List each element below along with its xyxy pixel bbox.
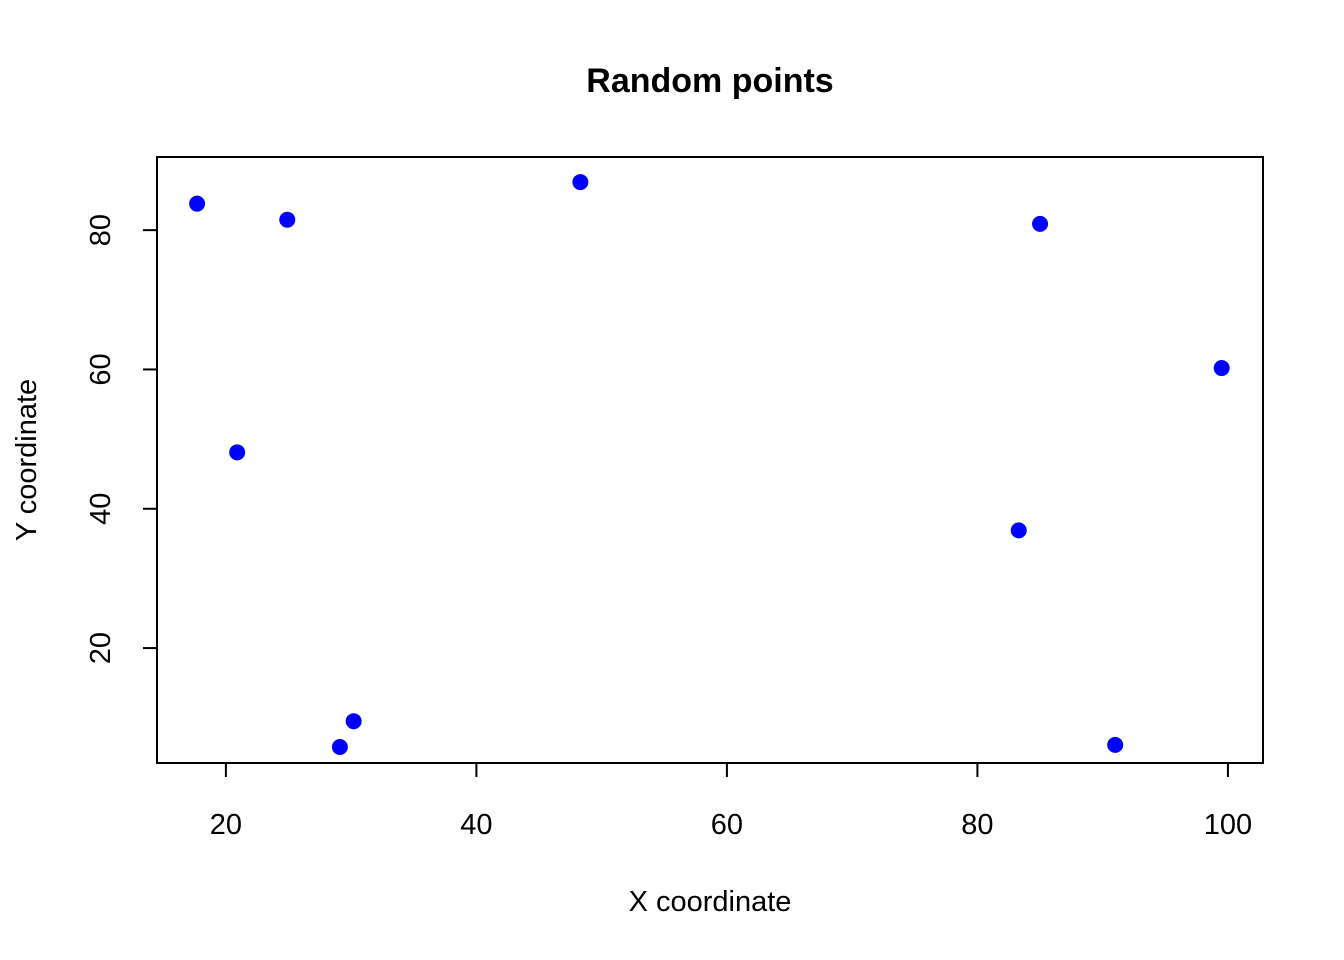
data-point bbox=[1010, 522, 1027, 539]
data-point bbox=[229, 444, 246, 461]
plot-area-frame bbox=[156, 156, 1264, 764]
y-axis-label: Y coordinate bbox=[11, 379, 43, 541]
data-point bbox=[572, 174, 589, 191]
data-point bbox=[1213, 360, 1230, 377]
y-axis: 20 40 60 80 bbox=[85, 214, 158, 664]
data-point bbox=[279, 211, 296, 228]
data-point bbox=[189, 195, 206, 212]
y-tick-label: 80 bbox=[85, 214, 117, 246]
x-tick-label: 60 bbox=[711, 809, 743, 841]
x-tick-label: 80 bbox=[961, 809, 993, 841]
data-point bbox=[331, 738, 348, 755]
x-axis-label: X coordinate bbox=[629, 886, 792, 918]
y-tick-label: 20 bbox=[85, 632, 117, 664]
x-tick-label: 40 bbox=[460, 809, 492, 841]
data-point bbox=[1032, 215, 1049, 232]
y-tick-label: 60 bbox=[85, 353, 117, 385]
x-tick-label: 100 bbox=[1204, 809, 1252, 841]
data-point bbox=[1107, 736, 1124, 753]
x-axis: 20 40 60 80 100 bbox=[210, 762, 1252, 841]
data-point bbox=[345, 713, 362, 730]
y-tick-label: 40 bbox=[85, 493, 117, 525]
x-tick-label: 20 bbox=[210, 809, 242, 841]
chart-title: Random points bbox=[586, 62, 833, 100]
data-points bbox=[189, 174, 1230, 755]
